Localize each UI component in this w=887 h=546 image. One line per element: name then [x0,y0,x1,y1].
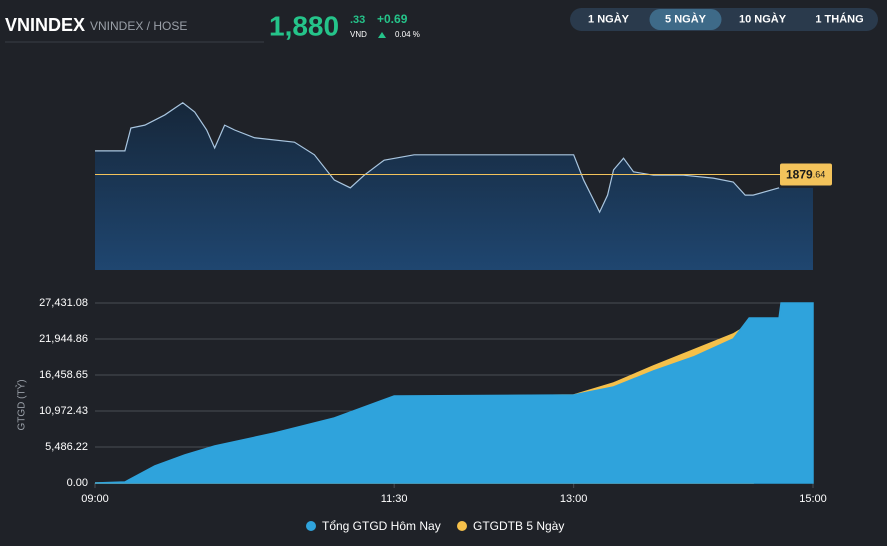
x-tick-label: 13:00 [560,493,588,505]
y-tick-label: 5,486.22 [45,441,88,453]
y-tick-label: 10,972.43 [39,405,88,417]
currency: VND [350,30,367,39]
tabs: 1 NGÀY 5 NGÀY 10 NGÀY 1 THÁNG [588,9,864,30]
x-tick-label: 09:00 [81,493,109,505]
plots: 1879.64 0.00 5,486.22 10,972.43 16,458.65 21,… [15,102,832,533]
legend-marker [306,521,316,531]
change: +0.69 [377,12,408,26]
reference-int: 1879 [786,168,813,182]
reference-label: 1879.64 [786,168,825,182]
tab[interactable]: 5 NGÀY [665,12,707,25]
tab[interactable]: 10 NGÀY [739,12,787,25]
price-line [95,102,780,214]
price: 1,880 [269,10,339,41]
price-decimal: .33 [350,14,365,26]
x-tick-label: 11:30 [381,493,408,505]
y-tick-label: 27,431.08 [39,297,88,309]
y-tick-label: 0.00 [67,477,88,489]
y-tick-label: 16,458.65 [39,369,88,381]
x-tick-label: 15:00 [799,493,827,505]
change-pct: 0.04 % [395,30,420,39]
tab[interactable]: 1 THÁNG [815,12,863,25]
tab-active [649,9,722,30]
legend-label: GTGDTB 5 Ngày [473,519,564,533]
price-area [95,102,813,271]
tab-bar [570,8,878,31]
y-tick-label: 21,944.86 [39,333,88,345]
area [94,302,814,484]
exchange: VNINDEX / HOSE [90,19,187,33]
legend-label: Tổng GTGD Hôm Nay [322,519,441,533]
tab[interactable]: 1 NGÀY [588,12,630,25]
y-axis-label: GTGD (TỶ) [15,379,28,430]
symbol: VNINDEX [5,15,85,35]
up-arrow [378,32,386,38]
reference-dec: .64 [813,170,826,180]
legend-marker [457,521,467,531]
reference-label-box [780,163,832,186]
